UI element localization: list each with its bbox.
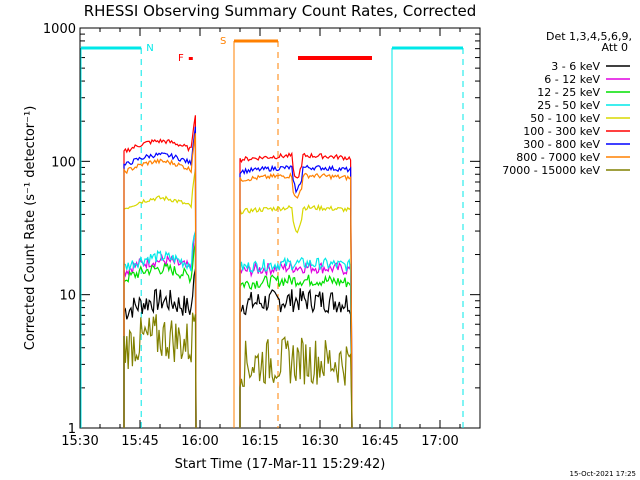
series-6-segment-0 bbox=[123, 126, 197, 429]
series-4 bbox=[123, 169, 353, 429]
series-0 bbox=[123, 268, 353, 429]
series-3 bbox=[123, 231, 353, 429]
chart-title: RHESSI Observing Summary Count Rates, Co… bbox=[84, 2, 477, 20]
flare-flag-label: F bbox=[178, 53, 184, 64]
legend-label-5: 100 - 300 keV bbox=[523, 125, 600, 138]
series-2-segment-0 bbox=[123, 242, 197, 429]
series-3-segment-0 bbox=[123, 231, 197, 429]
x-tick-label-2: 16:00 bbox=[181, 434, 218, 449]
x-axis-label: Start Time (17-Mar-11 15:29:42) bbox=[175, 457, 386, 472]
series-2-segment-1 bbox=[239, 274, 353, 429]
legend-label-4: 50 - 100 keV bbox=[530, 112, 600, 125]
series-0-segment-1 bbox=[239, 288, 353, 429]
legend-title-line-2: Att 0 bbox=[602, 41, 628, 54]
series-7-segment-0 bbox=[123, 133, 197, 429]
series-7-segment-1 bbox=[239, 172, 353, 429]
x-tick-label-3: 16:15 bbox=[241, 434, 278, 449]
y-tick-label-2: 100 bbox=[51, 155, 76, 170]
series-5-segment-0 bbox=[123, 115, 197, 429]
legend-label-3: 25 - 50 keV bbox=[537, 99, 600, 112]
series-2 bbox=[123, 242, 353, 429]
legend-label-6: 300 - 800 keV bbox=[523, 138, 600, 151]
series-7 bbox=[123, 133, 353, 429]
series-0-segment-0 bbox=[123, 268, 197, 429]
series-4-segment-0 bbox=[123, 169, 197, 429]
plot-area: 15:30 15:45 16:00 16:15 16:30 16:45 17:00 1 10 10… bbox=[43, 22, 481, 449]
legend-title-line-1: Det 1,3,4,5,6,9, bbox=[546, 30, 632, 43]
flare-marker bbox=[188, 57, 193, 60]
plot-frame bbox=[79, 27, 481, 429]
legend-label-7: 800 - 7000 keV bbox=[516, 151, 600, 164]
series-8-segment-0 bbox=[123, 312, 197, 429]
series-5 bbox=[123, 115, 353, 429]
x-tick-label-0: 15:30 bbox=[61, 434, 98, 449]
series-1 bbox=[123, 231, 353, 429]
y-axis-label: Corrected Count Rate (s⁻¹ detector⁻¹) bbox=[23, 106, 38, 351]
series-6-segment-1 bbox=[239, 164, 353, 429]
legend-label-2: 12 - 25 keV bbox=[537, 86, 600, 99]
series-1-segment-0 bbox=[123, 231, 197, 429]
legend-label-1: 6 - 12 keV bbox=[544, 73, 600, 86]
saa-flag-label: S bbox=[220, 36, 226, 47]
legend-label-0: 3 - 6 keV bbox=[551, 60, 600, 73]
x-tick-label-6: 17:00 bbox=[421, 434, 458, 449]
series-3-segment-1 bbox=[239, 256, 353, 429]
series-8 bbox=[123, 312, 353, 429]
series-6 bbox=[123, 126, 353, 429]
series-4-segment-1 bbox=[239, 203, 353, 429]
x-tick-label-1: 15:45 bbox=[121, 434, 158, 449]
y-tick-label-0: 1 bbox=[68, 422, 76, 437]
x-tick-label-5: 16:45 bbox=[361, 434, 398, 449]
y-tick-label-1: 10 bbox=[59, 289, 76, 304]
y-tick-label-3: 1000 bbox=[43, 22, 76, 37]
x-tick-label-4: 16:30 bbox=[301, 434, 338, 449]
series-5-segment-1 bbox=[239, 151, 353, 429]
legend-label-8: 7000 - 15000 keV bbox=[502, 164, 600, 177]
timestamp: 15-Oct-2021 17:25 bbox=[570, 470, 636, 478]
night-flag-label: N bbox=[146, 43, 153, 54]
series-8-segment-1 bbox=[239, 336, 353, 429]
